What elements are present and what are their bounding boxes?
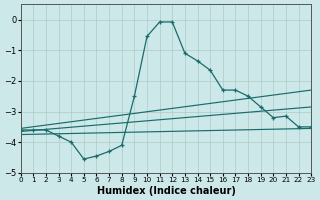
X-axis label: Humidex (Indice chaleur): Humidex (Indice chaleur): [97, 186, 236, 196]
